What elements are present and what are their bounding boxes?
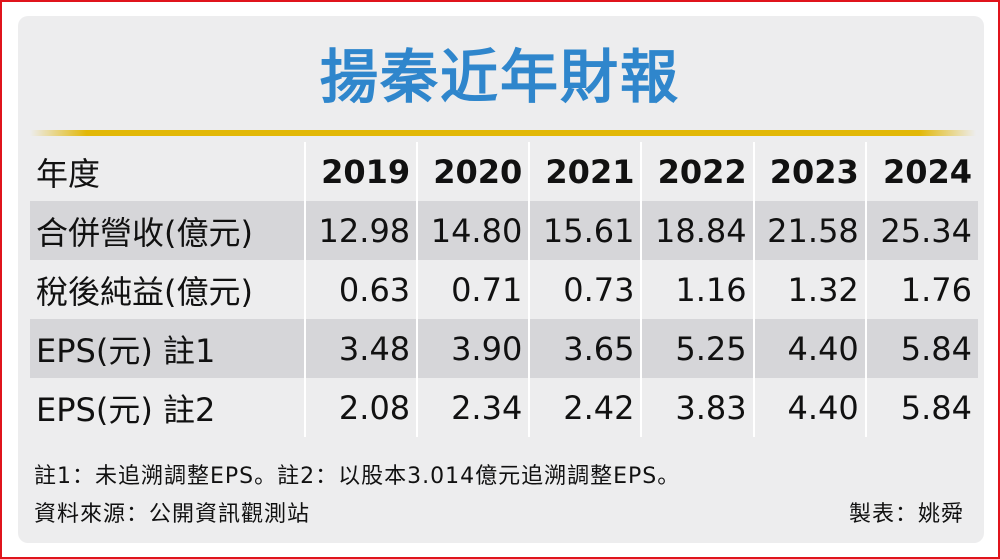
header-year-label: 年度 xyxy=(30,142,306,201)
row-label: 稅後純益(億元) xyxy=(30,260,306,319)
table-header-row: 年度 2019 2020 2021 2022 2023 2024 xyxy=(30,142,978,201)
header-year: 2019 xyxy=(305,142,419,201)
header-year: 2022 xyxy=(641,142,755,201)
table-cell: 25.34 xyxy=(865,201,978,260)
table-row: EPS(元) 註1 3.48 3.90 3.65 5.25 4.40 5.84 xyxy=(30,319,978,378)
table-cell: 1.76 xyxy=(900,270,972,309)
table-row: EPS(元) 註2 2.08 2.34 2.42 3.83 4.40 5.84 xyxy=(30,378,978,437)
table-row: 合併營收(億元) 12.98 14.80 15.61 18.84 21.58 2… xyxy=(30,201,978,260)
financial-table: 年度 2019 2020 2021 2022 2023 2024 合併營收(億元… xyxy=(30,142,978,437)
table-cell: 0.63 xyxy=(305,260,419,319)
table-cell: 21.58 xyxy=(753,201,867,260)
title-divider xyxy=(30,130,976,136)
table-cell: 15.61 xyxy=(529,201,643,260)
table-cell: 1.16 xyxy=(641,260,755,319)
table-cell: 5.25 xyxy=(641,319,755,378)
table-cell: 0.73 xyxy=(529,260,643,319)
table-cell: 2.34 xyxy=(417,378,531,437)
table-cell: 3.65 xyxy=(529,319,643,378)
table-cell: 2.42 xyxy=(529,378,643,437)
table-cell: 4.40 xyxy=(753,378,867,437)
footnote: 註1：未追溯調整EPS。註2：以股本3.014億元追溯調整EPS。 xyxy=(34,464,681,489)
table-cell: 3.83 xyxy=(641,378,755,437)
header-year: 2021 xyxy=(529,142,643,201)
row-label: 合併營收(億元) xyxy=(30,201,306,260)
table-cell: 4.40 xyxy=(753,319,867,378)
table-cell: 12.98 xyxy=(305,201,419,260)
table-cell: 14.80 xyxy=(417,201,531,260)
table-cell: 5.84 xyxy=(900,388,972,427)
row-label: EPS(元) 註2 xyxy=(30,378,306,437)
table-cell: 2.08 xyxy=(305,378,419,437)
table-cell: 3.90 xyxy=(417,319,531,378)
header-year: 2023 xyxy=(753,142,867,201)
table-cell: 3.48 xyxy=(305,319,419,378)
table-cell: 18.84 xyxy=(641,201,755,260)
table-cell: 1.32 xyxy=(753,260,867,319)
header-year: 2020 xyxy=(417,142,531,201)
header-year: 2024 xyxy=(882,152,972,191)
table-cell: 0.71 xyxy=(417,260,531,319)
source-credit: 資料來源：公開資訊觀測站 xyxy=(34,502,311,527)
table-row: 稅後純益(億元) 0.63 0.71 0.73 1.16 1.32 1.76 xyxy=(30,260,978,319)
table-cell: 5.84 xyxy=(865,319,978,378)
row-label: EPS(元) 註1 xyxy=(30,319,306,378)
maker-credit: 製表：姚舜 xyxy=(848,502,964,527)
page-title: 揚秦近年財報 xyxy=(319,43,680,111)
